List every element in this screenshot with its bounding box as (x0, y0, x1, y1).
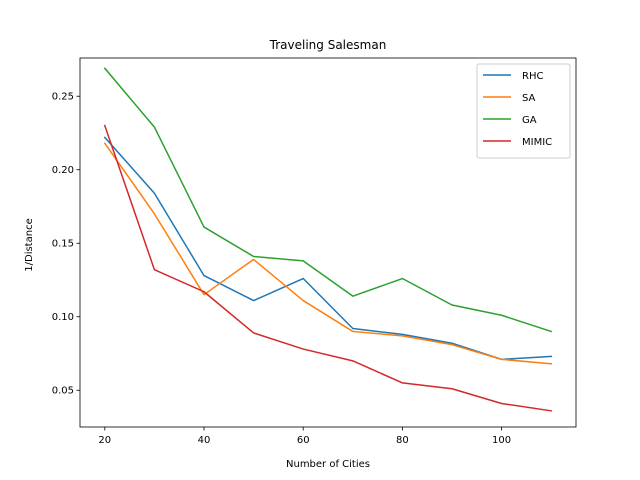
x-tick-label: 80 (396, 435, 409, 446)
series-line-mimic (103, 124, 553, 412)
legend-box (476, 63, 571, 159)
legend-label-ga: GA (522, 115, 537, 126)
series-line-sa (103, 142, 553, 365)
y-axis-label: 1/Distance (24, 218, 35, 271)
y-tick-label: 0.05 (52, 386, 74, 397)
legend-label-sa: SA (522, 93, 536, 104)
x-tick-label: 60 (297, 435, 310, 446)
x-tick-label: 40 (198, 435, 211, 446)
y-tick-label: 0.10 (52, 312, 74, 323)
legend-label-rhc: RHC (522, 71, 543, 82)
x-axis-label: Number of Cities (286, 459, 370, 470)
series-line-ga (103, 67, 553, 333)
chart-title: Traveling Salesman (269, 38, 387, 52)
x-tick-label: 20 (98, 435, 111, 446)
legend-label-mimic: MIMIC (522, 137, 552, 148)
legend: RHC SA GA MIMIC (476, 63, 571, 159)
x-tick-label: 100 (492, 435, 511, 446)
y-tick-label: 0.15 (52, 239, 74, 250)
y-tick-label: 0.25 (52, 92, 74, 103)
y-tick-label: 0.20 (52, 165, 74, 176)
